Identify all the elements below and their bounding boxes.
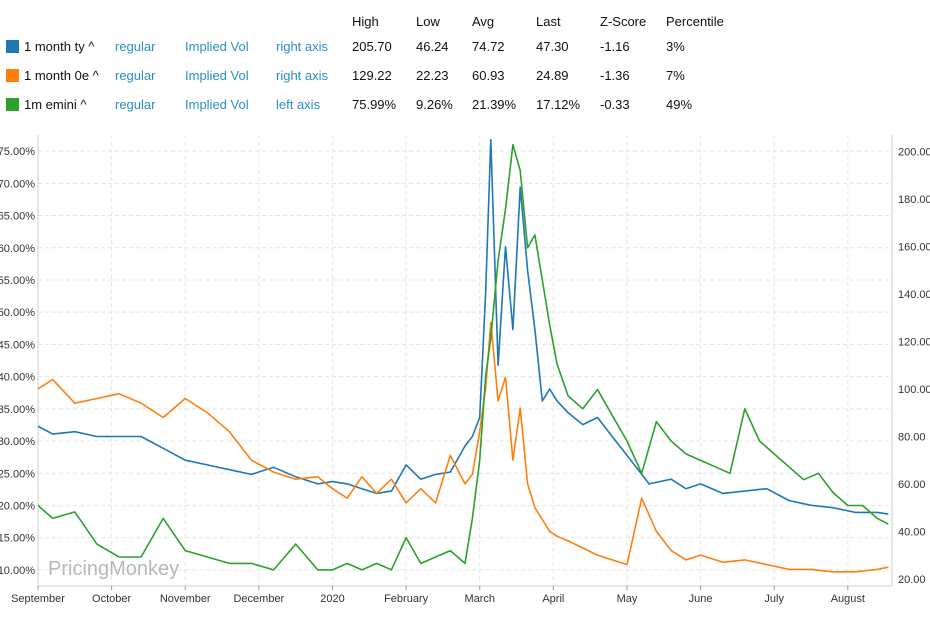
avg-value: 21.39%: [472, 97, 517, 112]
style-link[interactable]: regular: [115, 39, 156, 54]
left-tick-label: 35.00%: [0, 404, 35, 416]
style-link[interactable]: regular: [115, 68, 156, 83]
left-axis-ticks: 10.00% 15.00% 20.00% 25.00% 30.00% 35.00% 40.0…: [0, 146, 35, 577]
low-value: 46.24: [416, 39, 449, 54]
axis-link[interactable]: right axis: [276, 39, 329, 54]
axis-link[interactable]: right axis: [276, 68, 329, 83]
style-link[interactable]: regular: [115, 97, 156, 112]
left-tick-label: 25.00%: [0, 468, 35, 480]
low-value: 9.26%: [416, 97, 453, 112]
percentile-value: 49%: [666, 97, 693, 112]
left-tick-label: 70.00%: [0, 178, 35, 190]
legend-row: 1 month ty ^ regular Implied Vol right a…: [0, 37, 930, 57]
series-name[interactable]: 1 month ty ^: [24, 39, 95, 54]
series-name[interactable]: 1m emini ^: [24, 97, 87, 112]
watermark-text: PricingMonkey: [48, 558, 179, 580]
header-zscore: Z-Score: [600, 14, 647, 29]
x-axis-ticks: September October November December 2020 Febr…: [11, 586, 865, 605]
chart-area[interactable]: 10.00% 15.00% 20.00% 25.00% 30.00% 35.00% 40.0…: [0, 125, 930, 620]
x-tick-label: December: [233, 593, 284, 605]
right-tick-label: 140.00: [898, 289, 930, 301]
left-tick-label: 20.00%: [0, 500, 35, 512]
legend-row: 1m emini ^ regular Implied Vol left axis…: [0, 95, 930, 115]
high-value: 129.22: [352, 68, 392, 83]
left-tick-label: 10.00%: [0, 565, 35, 577]
right-axis-ticks: 20.00 40.00 60.00 80.00 100.00 120.00 140.00 16…: [898, 147, 930, 586]
percentile-value: 7%: [666, 68, 685, 83]
x-tick-label: March: [464, 593, 495, 605]
avg-value: 60.93: [472, 68, 505, 83]
x-tick-label: June: [689, 593, 713, 605]
series-line-1m-emini-[interactable]: [16, 143, 889, 571]
x-tick-label: September: [11, 593, 65, 605]
x-tick-label: July: [764, 593, 784, 605]
x-tick-label: August: [831, 593, 865, 605]
metric-link[interactable]: Implied Vol: [185, 39, 249, 54]
high-value: 205.70: [352, 39, 392, 54]
last-value: 17.12%: [536, 97, 581, 112]
right-tick-label: 160.00: [898, 242, 930, 254]
header-last: Last: [536, 14, 561, 29]
right-tick-label: 200.00: [898, 147, 930, 159]
series-lines: [16, 138, 889, 573]
legend-row: 1 month 0e ^ regular Implied Vol right a…: [0, 66, 930, 86]
left-tick-label: 40.00%: [0, 372, 35, 384]
last-value: 24.89: [536, 68, 569, 83]
right-tick-label: 60.00: [898, 479, 926, 491]
header-percentile: Percentile: [666, 14, 724, 29]
left-tick-label: 75.00%: [0, 146, 35, 158]
left-tick-label: 65.00%: [0, 211, 35, 223]
metric-link[interactable]: Implied Vol: [185, 97, 249, 112]
low-value: 22.23: [416, 68, 449, 83]
x-tick-label: April: [542, 593, 564, 605]
right-tick-label: 20.00: [898, 574, 926, 586]
series-line-1-month-0e-[interactable]: [16, 321, 889, 573]
series-color-swatch[interactable]: [6, 40, 19, 53]
legend-table: High Low Avg Last Z-Score Percentile 1 m…: [0, 0, 930, 125]
zscore-value: -0.33: [600, 97, 630, 112]
x-tick-label: February: [384, 593, 429, 605]
series-line-1-month-ty-[interactable]: [16, 138, 889, 515]
header-avg: Avg: [472, 14, 495, 29]
left-tick-label: 55.00%: [0, 275, 35, 287]
percentile-value: 3%: [666, 39, 685, 54]
series-color-swatch[interactable]: [6, 98, 19, 111]
series-color-swatch[interactable]: [6, 69, 19, 82]
metric-link[interactable]: Implied Vol: [185, 68, 249, 83]
x-tick-label: October: [92, 593, 131, 605]
gridlines: [37, 135, 892, 586]
series-name[interactable]: 1 month 0e ^: [24, 68, 99, 83]
right-tick-label: 100.00: [898, 384, 930, 396]
left-tick-label: 30.00%: [0, 436, 35, 448]
header-high: High: [352, 14, 379, 29]
right-tick-label: 120.00: [898, 337, 930, 349]
x-tick-label: May: [617, 593, 638, 605]
left-tick-label: 50.00%: [0, 307, 35, 319]
zscore-value: -1.36: [600, 68, 630, 83]
left-tick-label: 15.00%: [0, 533, 35, 545]
right-tick-label: 40.00: [898, 526, 926, 538]
header-low: Low: [416, 14, 440, 29]
avg-value: 74.72: [472, 39, 505, 54]
high-value: 75.99%: [352, 97, 397, 112]
last-value: 47.30: [536, 39, 569, 54]
zscore-value: -1.16: [600, 39, 630, 54]
x-tick-label: 2020: [320, 593, 344, 605]
right-tick-label: 80.00: [898, 431, 926, 443]
left-tick-label: 60.00%: [0, 243, 35, 255]
right-tick-label: 180.00: [898, 194, 930, 206]
left-tick-label: 45.00%: [0, 339, 35, 351]
axis-link[interactable]: left axis: [276, 97, 321, 112]
x-tick-label: November: [160, 593, 211, 605]
